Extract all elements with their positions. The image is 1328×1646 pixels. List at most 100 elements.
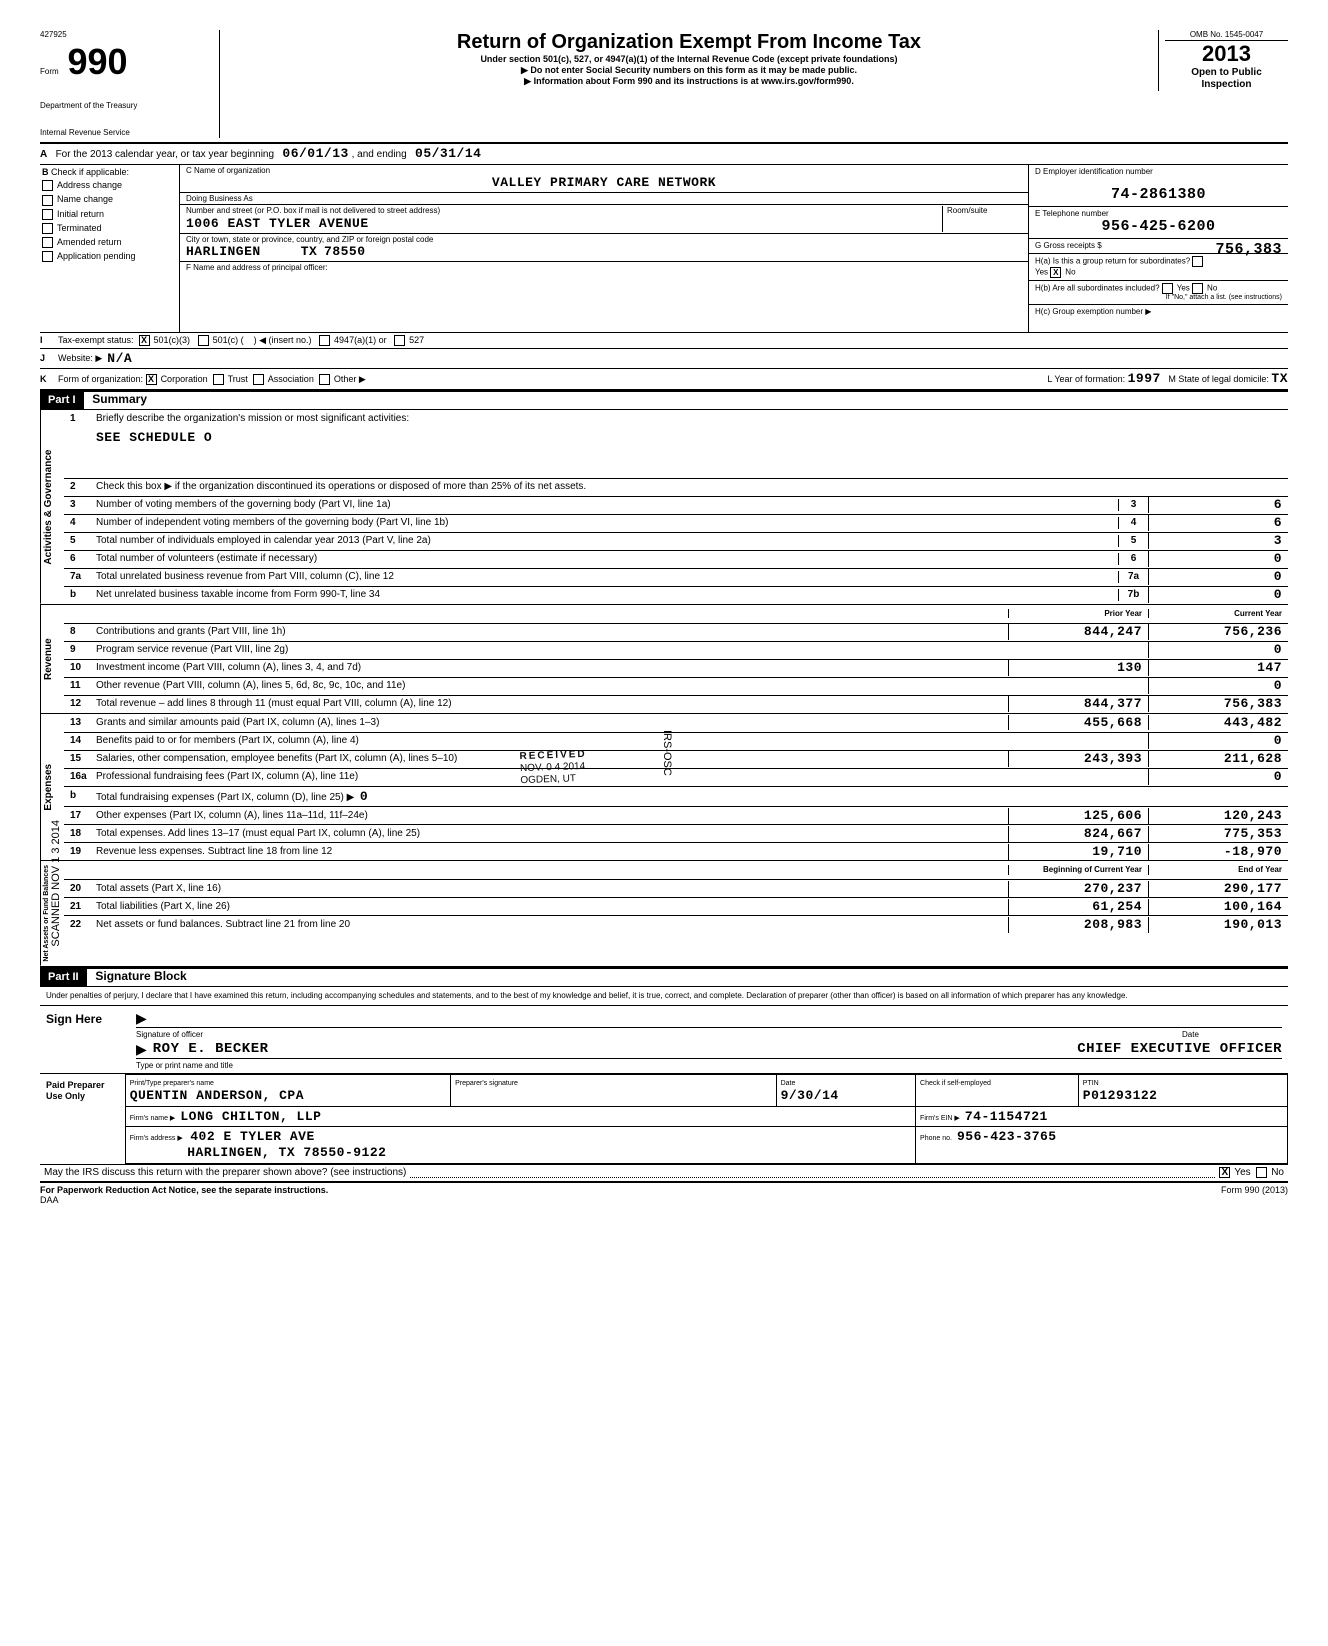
- paid-preparer-label: Paid Preparer Use Only: [40, 1074, 125, 1164]
- chk-501c3[interactable]: X: [139, 335, 150, 346]
- chk-501c[interactable]: [198, 335, 209, 346]
- line-9: Program service revenue (Part VIII, line…: [92, 642, 1008, 658]
- chk-name-change[interactable]: [42, 195, 53, 206]
- val-6: 0: [1148, 551, 1288, 567]
- c14: 0: [1148, 733, 1288, 749]
- org-state: TX: [301, 244, 318, 259]
- c15: 211,628: [1148, 751, 1288, 767]
- paid-preparer-block: Paid Preparer Use Only Print/Type prepar…: [40, 1074, 1288, 1164]
- chk-application-pending[interactable]: [42, 251, 53, 262]
- chk-corp[interactable]: X: [146, 374, 157, 385]
- label-e-phone: E Telephone number: [1035, 209, 1109, 218]
- chk-4947[interactable]: [319, 335, 330, 346]
- open-public-2: Inspection: [1165, 79, 1288, 91]
- line-5: Total number of individuals employed in …: [92, 533, 1118, 549]
- label-tax-exempt: Tax-exempt status:: [58, 335, 134, 346]
- chk-trust[interactable]: [213, 374, 224, 385]
- label-f-officer: F Name and address of principal officer:: [186, 263, 328, 272]
- chk-ha-no[interactable]: X: [1050, 267, 1061, 278]
- chk-assoc[interactable]: [253, 374, 264, 385]
- check-if-applicable: Check if applicable:: [51, 167, 129, 177]
- org-zip: 78550: [324, 244, 366, 259]
- part2-header: Part II Signature Block: [40, 968, 1288, 987]
- label-firm-phone: Phone no.: [920, 1135, 952, 1142]
- chk-discuss-no[interactable]: [1256, 1167, 1267, 1178]
- label-sig-officer: Signature of officer: [136, 1030, 1182, 1040]
- pra-notice: For Paperwork Reduction Act Notice, see …: [40, 1185, 328, 1195]
- p17: 125,606: [1008, 808, 1148, 824]
- section-revenue: Revenue Prior Year Current Year 8Contrib…: [40, 605, 1288, 714]
- line-7a: Total unrelated business revenue from Pa…: [92, 569, 1118, 585]
- p12: 844,377: [1008, 696, 1148, 712]
- form-note-ssn: Do not enter Social Security numbers on …: [230, 65, 1148, 76]
- chk-address-change[interactable]: [42, 180, 53, 191]
- tax-year: 2013: [1165, 41, 1288, 67]
- line-17: Other expenses (Part IX, column (A), lin…: [92, 808, 1008, 824]
- form-header: 427925 Form 990 Department of the Treasu…: [40, 30, 1288, 144]
- chk-amended-return[interactable]: [42, 237, 53, 248]
- hb-note: If "No," attach a list. (see instruction…: [1035, 294, 1282, 302]
- chk-initial-return[interactable]: [42, 209, 53, 220]
- val-5: 3: [1148, 533, 1288, 549]
- part1-header: Part I Summary: [40, 391, 1288, 410]
- chk-hb-no[interactable]: [1192, 283, 1203, 294]
- row-a-mid: , and ending: [352, 149, 407, 160]
- val-4: 6: [1148, 515, 1288, 531]
- line-13: Grants and similar amounts paid (Part IX…: [92, 715, 1008, 731]
- form-number: 990: [67, 40, 127, 83]
- sign-here-label: Sign Here: [40, 1006, 130, 1073]
- chk-discuss-yes[interactable]: X: [1219, 1167, 1230, 1178]
- form-subtitle: Under section 501(c), 527, or 4947(a)(1)…: [230, 54, 1148, 65]
- c17: 120,243: [1148, 808, 1288, 824]
- hdr-prior-year: Prior Year: [1008, 609, 1148, 619]
- hdr-boy: Beginning of Current Year: [1008, 865, 1148, 875]
- line-14: Benefits paid to or for members (Part IX…: [92, 733, 1008, 749]
- website: N/A: [107, 351, 132, 367]
- firm-name: LONG CHILTON, LLP: [180, 1109, 321, 1124]
- discuss-text: May the IRS discuss this return with the…: [44, 1167, 406, 1179]
- org-city: HARLINGEN: [186, 244, 261, 259]
- p22: 208,983: [1008, 917, 1148, 933]
- ptin: P01293122: [1083, 1088, 1158, 1103]
- label-hc: H(c) Group exemption number ▶: [1035, 307, 1151, 316]
- label-firm-addr: Firm's address ▶: [130, 1135, 183, 1142]
- p20: 270,237: [1008, 881, 1148, 897]
- chk-terminated[interactable]: [42, 223, 53, 234]
- row-a-tax-year: A For the 2013 calendar year, or tax yea…: [40, 144, 1288, 165]
- line-19: Revenue less expenses. Subtract line 18 …: [92, 844, 1008, 860]
- label-city: City or town, state or province, country…: [186, 235, 433, 244]
- form-990-2013: Form 990 (2013): [1221, 1185, 1288, 1207]
- c18: 775,353: [1148, 826, 1288, 842]
- received-stamp: RECEIVED NOV. 0 4 2014 OGDEN, UT: [519, 749, 587, 787]
- c8: 756,236: [1148, 624, 1288, 640]
- firm-addr1: 402 E TYLER AVE: [190, 1129, 315, 1144]
- label-ha: H(a) Is this a group return for subordin…: [1035, 257, 1190, 266]
- chk-hb-yes[interactable]: [1162, 283, 1173, 294]
- page-footer: For Paperwork Reduction Act Notice, see …: [40, 1185, 1288, 1207]
- c21: 100,164: [1148, 899, 1288, 915]
- c20: 290,177: [1148, 881, 1288, 897]
- period-begin: 06/01/13: [282, 146, 348, 161]
- c19: -18,970: [1148, 844, 1288, 860]
- chk-other[interactable]: [319, 374, 330, 385]
- side-governance: Activities & Governance: [40, 410, 64, 604]
- label-ptin: PTIN: [1083, 1080, 1099, 1087]
- gross-receipts: 756,383: [1215, 241, 1282, 259]
- chk-527[interactable]: [394, 335, 405, 346]
- label-dba: Doing Business As: [186, 194, 253, 203]
- label-prep-sig: Preparer's signature: [455, 1080, 518, 1087]
- row-a-text: For the 2013 calendar year, or tax year …: [56, 149, 274, 160]
- p21: 61,254: [1008, 899, 1148, 915]
- c11: 0: [1148, 678, 1288, 694]
- side-revenue: Revenue: [40, 605, 64, 713]
- form-label: Form: [40, 67, 59, 76]
- officer-title: CHIEF EXECUTIVE OFFICER: [1077, 1041, 1282, 1058]
- row-k: K Form of organization: XCorporation Tru…: [40, 369, 1288, 391]
- dept-treasury: Department of the Treasury: [40, 101, 211, 111]
- label-c-org-name: C Name of organization: [186, 166, 270, 175]
- chk-ha-yes[interactable]: [1192, 256, 1203, 267]
- label-firm-name: Firm's name ▶: [130, 1115, 176, 1122]
- label-l-year: L Year of formation:: [1047, 374, 1125, 385]
- scanned-stamp: SCANNED NOV 1 3 2014: [50, 820, 63, 947]
- sign-here-block: Sign Here ▶ Signature of officerDate ▶ R…: [40, 1006, 1288, 1074]
